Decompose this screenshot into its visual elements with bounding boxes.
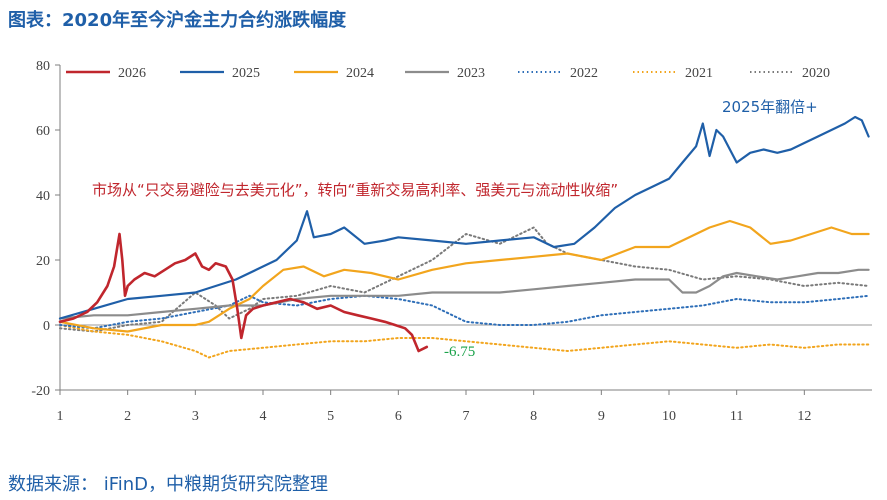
y-tick-label: 60 <box>36 124 50 139</box>
y-tick-label: 40 <box>36 189 50 204</box>
chart-title: 图表：2020年至今沪金主力合约涨跌幅度 <box>8 10 347 31</box>
legend-label-2022: 2022 <box>570 66 598 81</box>
series-line-2026 <box>58 232 429 353</box>
y-tick-label: 20 <box>36 254 50 269</box>
series-line-2025 <box>58 115 870 320</box>
legend-label-2026: 2026 <box>118 66 146 81</box>
chart-legend: 2026 2025 2024 2023 2022 2021 2020 <box>66 66 830 81</box>
annotation-top-right: 2025年翻倍+ <box>722 98 818 116</box>
x-tick-label: 1 <box>57 409 64 424</box>
x-tick-label: 6 <box>395 409 402 424</box>
legend-label-2021: 2021 <box>685 66 713 81</box>
series-line-2023 <box>58 268 870 320</box>
series-line-2024 <box>58 219 870 333</box>
x-tick-label: 9 <box>598 409 605 424</box>
series-line-2022 <box>59 294 870 330</box>
data-source: 数据来源： iFinD，中粮期货研究院整理 <box>8 474 329 495</box>
series-line-2021 <box>59 324 870 359</box>
x-tick-label: 3 <box>192 409 199 424</box>
y-tick-label: 80 <box>36 59 50 74</box>
annotation-end-value: -6.75 <box>444 344 475 360</box>
legend-label-2024: 2024 <box>346 66 374 81</box>
x-tick-label: 7 <box>463 409 470 424</box>
y-tick-label: 0 <box>43 319 50 334</box>
legend-label-2020: 2020 <box>802 66 830 81</box>
x-tick-label: 4 <box>260 409 267 424</box>
x-tick-label: 10 <box>662 409 676 424</box>
series-line-2020 <box>59 226 870 333</box>
x-tick-label: 11 <box>730 409 743 424</box>
chart-series <box>58 115 870 359</box>
x-tick-label: 2 <box>124 409 131 424</box>
x-tick-label: 5 <box>327 409 334 424</box>
y-tick-label: -20 <box>31 384 50 399</box>
legend-label-2025: 2025 <box>232 66 260 81</box>
x-tick-label: 12 <box>797 409 811 424</box>
legend-label-2023: 2023 <box>457 66 485 81</box>
x-tick-label: 8 <box>530 409 537 424</box>
annotation-center: 市场从“只交易避险与去美元化”，转向“重新交易高利率、强美元与流动性收缩” <box>92 181 618 199</box>
